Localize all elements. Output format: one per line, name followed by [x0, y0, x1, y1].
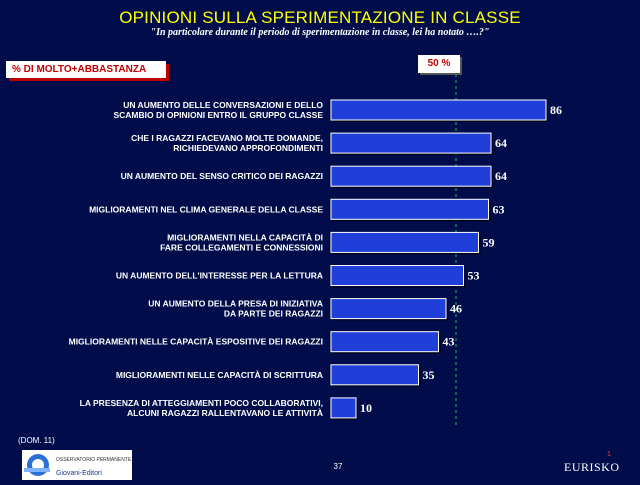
logo-mark: OSSERVATORIO PERMANENTE Giovani-Editori — [24, 454, 132, 477]
bar-5 — [330, 231, 479, 253]
category-label: MIGLIORAMENTI NELLE CAPACITÀ DI SCRITTUR… — [116, 370, 323, 380]
page-number: 37 — [333, 462, 343, 471]
value-label: 63 — [493, 202, 505, 216]
bar-2 — [330, 132, 492, 154]
value-label: 53 — [468, 269, 480, 283]
logo-text-bottom: Giovani-Editori — [56, 470, 102, 477]
bar-9 — [330, 364, 419, 386]
brand-name: EURISKO — [564, 460, 620, 474]
chart-subtitle: "In particolare durante il periodo di sp… — [150, 27, 490, 38]
value-label: 43 — [443, 335, 455, 349]
value-label: 64 — [495, 169, 507, 183]
bar-1 — [330, 99, 547, 121]
bar-3 — [330, 165, 492, 187]
corner-mark: 1 — [607, 451, 611, 458]
category-label: MIGLIORAMENTI NEL CLIMA GENERALE DELLA C… — [89, 204, 323, 214]
category-label: UN AUMENTO DEL SENSO CRITICO DEI RAGAZZI — [121, 171, 323, 181]
question-reference: (DOM. 11) — [18, 436, 55, 445]
category-label: MIGLIORAMENTI NELLA CAPACITÀ DI FARE COLL… — [160, 232, 323, 252]
category-label: LA PRESENZA DI ATTEGGIAMENTI POCO COLLAB… — [80, 398, 323, 418]
category-label: UN AUMENTO DELLA PRESA DI INIZIATIVA DA P… — [148, 299, 323, 319]
bar-6 — [330, 265, 464, 286]
category-label: UN AUMENTO DELL'INTERESSE PER LA LETTURA — [116, 271, 323, 281]
value-label: 10 — [360, 401, 372, 415]
value-label: 86 — [550, 103, 562, 117]
bar-8 — [330, 331, 439, 353]
chart-title: OPINIONI SULLA SPERIMENTAZIONE IN CLASSE — [119, 8, 521, 27]
category-label: MIGLIORAMENTI NELLE CAPACITÀ ESPOSITIVE … — [69, 337, 323, 347]
value-label: 35 — [423, 368, 435, 382]
category-label: UN AUMENTO DELLE CONVERSAZIONI E DELLO SC… — [113, 100, 323, 120]
logo: OSSERVATORIO PERMANENTE Giovani-Editori — [22, 450, 132, 480]
bar-10 — [330, 397, 357, 419]
value-label: 64 — [495, 136, 507, 150]
reference-label-box: 50 % — [418, 55, 460, 73]
bar-4 — [330, 198, 489, 220]
metric-label-box: % DI MOLTO+ABBASTANZA — [6, 61, 166, 78]
value-label: 46 — [450, 302, 462, 316]
value-label: 59 — [483, 235, 495, 249]
bar-7 — [330, 298, 447, 320]
category-label: CHE I RAGAZZI FACEVANO MOLTE DOMANDE, RIC… — [131, 133, 323, 153]
logo-text-top: OSSERVATORIO PERMANENTE — [56, 457, 132, 463]
